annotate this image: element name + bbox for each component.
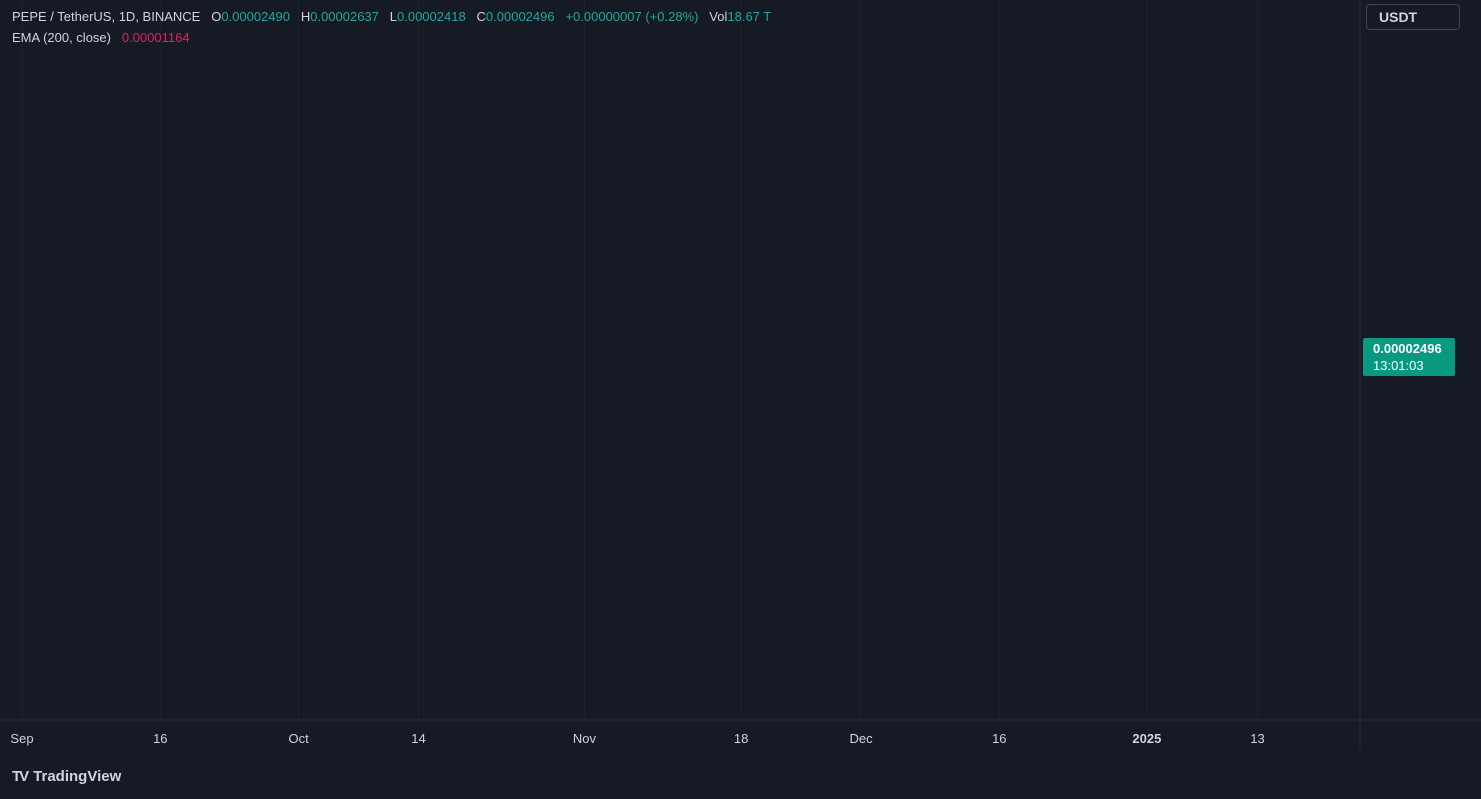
last-price-value: 0.00002496 xyxy=(1373,341,1442,356)
tradingview-logo-text: TradingView xyxy=(33,768,122,785)
last-price-tag: 0.00002496 13:01:03 xyxy=(1363,338,1455,376)
ema-legend[interactable]: EMA (200, close) 0.00001164 xyxy=(12,30,190,45)
currency-button[interactable]: USDT xyxy=(1366,4,1460,30)
change-value: +0.00000007 (+0.28%) xyxy=(565,9,699,24)
high-value: 0.00002637 xyxy=(310,9,379,24)
close-label: C xyxy=(476,9,486,24)
x-tick-label: 16 xyxy=(153,731,167,746)
x-tick-label: 14 xyxy=(411,731,425,746)
x-tick-label: Dec xyxy=(849,731,873,746)
open-value: 0.00002490 xyxy=(221,9,290,24)
open-label: O xyxy=(211,9,222,24)
x-tick-label: Nov xyxy=(573,731,597,746)
x-tick-label: 16 xyxy=(992,731,1006,746)
ema-label: EMA (200, close) xyxy=(12,30,111,45)
low-label: L xyxy=(389,9,397,24)
tradingview-logo[interactable]: TV TradingView xyxy=(12,768,121,785)
time-axis[interactable]: Sep 16 Oct 14 Nov 18 Dec 16 2025 13 xyxy=(10,731,1264,746)
ema-value: 0.00001164 xyxy=(121,30,190,45)
close-value: 0.00002496 xyxy=(485,9,555,24)
high-label: H xyxy=(300,9,311,24)
volume-value: 18.67 T xyxy=(727,9,772,24)
ohlc-legend: PEPE / TetherUS, 1D, BINANCE O0.00002490… xyxy=(12,9,771,24)
volume-label: Vol xyxy=(709,9,728,24)
symbol-title[interactable]: PEPE / TetherUS, 1D, BINANCE xyxy=(12,9,201,24)
chart-grid xyxy=(0,0,1360,720)
x-tick-label: Oct xyxy=(288,731,309,746)
x-tick-label: 13 xyxy=(1250,731,1264,746)
bar-countdown: 13:01:03 xyxy=(1373,358,1424,373)
x-tick-label: 2025 xyxy=(1132,731,1161,746)
low-value: 0.00002418 xyxy=(397,9,466,24)
tradingview-logo-icon: TV xyxy=(12,768,29,785)
x-tick-label: 18 xyxy=(734,731,748,746)
x-tick-label: Sep xyxy=(10,731,33,746)
